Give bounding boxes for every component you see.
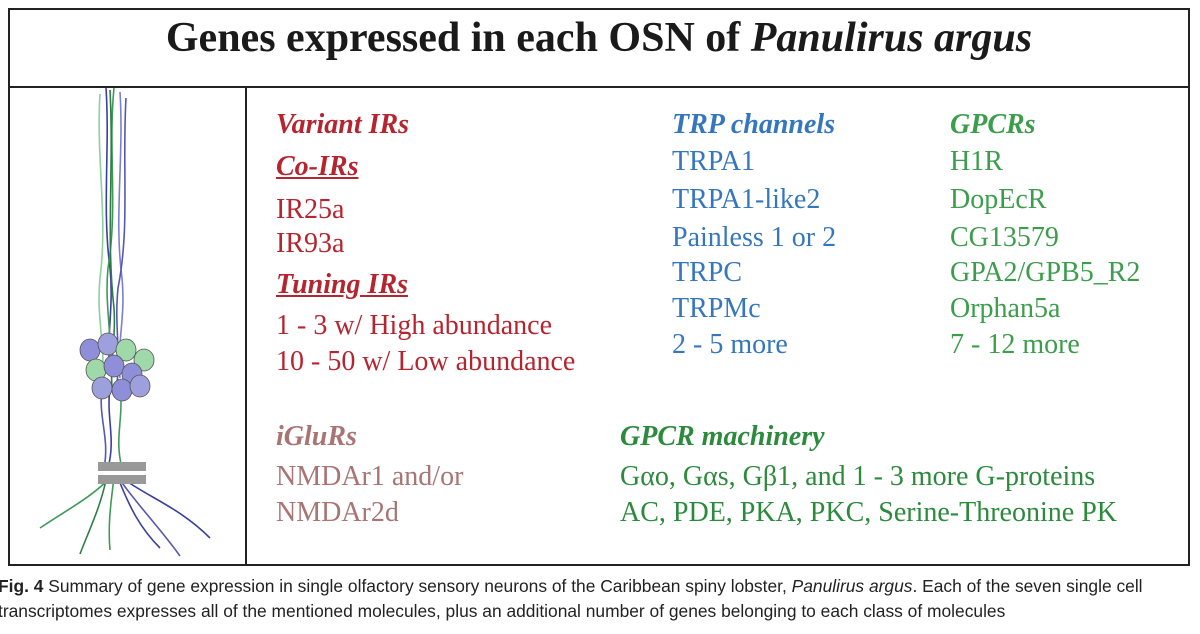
gene: 1 - 3 w/ High abundance — [276, 310, 553, 341]
gene: 7 - 12 more — [950, 329, 1080, 360]
figure-frame — [8, 8, 1190, 566]
gene: 2 - 5 more — [672, 329, 788, 360]
heading: GPCRs — [950, 109, 1036, 140]
figure-title: Genes expressed in each OSN of Panulirus… — [8, 14, 1190, 62]
column-rule — [245, 86, 247, 566]
gene: 10 - 50 w/ Low abundance — [276, 346, 576, 377]
title-text: Genes expressed in each OSN of — [165, 15, 751, 61]
gene: H1R — [950, 146, 1003, 177]
gene: GPA2/GPB5_R2 — [950, 257, 1141, 288]
caption-text: Summary of gene expression in single olf… — [43, 576, 792, 596]
title-species: Panulirus argus — [750, 15, 1033, 61]
heading: GPCR machinery — [620, 421, 825, 452]
gene: DopEcR — [950, 184, 1047, 215]
title-rule — [8, 86, 1190, 88]
subheading: Tuning IRs — [276, 269, 409, 300]
gene: Gαo, Gαs, Gβ1, and 1 - 3 more G-proteins — [620, 461, 1096, 492]
heading: TRP channels — [672, 109, 836, 140]
gene: Orphan5a — [950, 293, 1061, 324]
gene: Painless 1 or 2 — [672, 222, 837, 253]
neuron-illustration — [39, 88, 211, 557]
caption-text: . Each of the seven single cell transcri… — [0, 576, 1143, 621]
caption-label: Fig. 4 — [0, 576, 44, 596]
gene: IR93a — [276, 228, 345, 259]
heading: Variant IRs — [276, 109, 410, 140]
gene: TRPA1 — [672, 146, 756, 177]
gene: TRPC — [672, 257, 743, 288]
subheading: Co-IRs — [276, 151, 359, 182]
gene: NMDAr2d — [276, 497, 399, 528]
gene: CG13579 — [950, 222, 1059, 253]
gene: TRPMc — [672, 293, 761, 324]
caption-species: Panulirus argus — [791, 576, 913, 596]
heading: iGluRs — [276, 421, 357, 452]
gene: NMDAr1 and/or — [276, 461, 464, 492]
gene: IR25a — [276, 194, 345, 225]
caption: Fig. 4 Summary of gene expression in sin… — [0, 574, 1194, 624]
gene: AC, PDE, PKA, PKC, Serine-Threonine PK — [620, 497, 1117, 528]
gene: TRPA1-like2 — [672, 184, 821, 215]
